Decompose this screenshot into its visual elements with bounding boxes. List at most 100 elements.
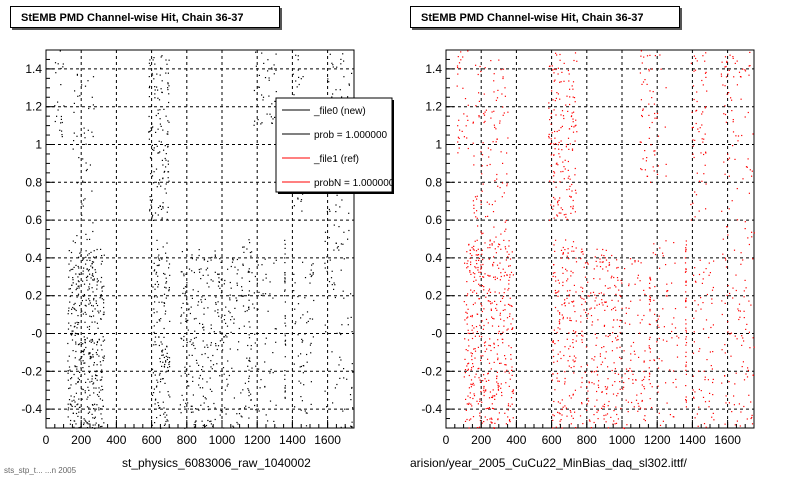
data-point [324, 324, 326, 326]
data-point [192, 289, 194, 291]
data-point [732, 56, 734, 58]
data-point [574, 189, 577, 191]
data-point [556, 360, 558, 362]
data-point [248, 406, 250, 409]
data-point [96, 364, 98, 366]
data-point [257, 119, 259, 121]
data-point [284, 343, 286, 345]
data-point [685, 351, 687, 353]
data-point [284, 257, 286, 259]
data-point [672, 382, 674, 384]
data-point [700, 390, 702, 392]
data-point [151, 72, 153, 75]
data-point [352, 371, 354, 373]
data-point [255, 65, 257, 67]
data-point [160, 318, 162, 320]
data-point [284, 280, 286, 282]
data-point [338, 226, 340, 228]
data-point [748, 74, 750, 76]
data-point [591, 371, 593, 373]
data-point [274, 116, 276, 118]
data-point [464, 338, 466, 340]
data-point [459, 67, 461, 70]
data-point [267, 70, 269, 72]
data-point [487, 373, 489, 375]
data-point [240, 392, 242, 394]
data-point [619, 346, 621, 348]
data-point [558, 153, 560, 155]
data-point [630, 353, 632, 355]
data-point [560, 212, 562, 214]
data-point [488, 156, 490, 158]
data-point [203, 329, 205, 331]
data-point [202, 395, 204, 397]
data-point [86, 238, 88, 241]
data-point [91, 375, 93, 377]
chart-title-left: StEMB PMD Channel-wise Hit, Chain 36-37 [10, 6, 280, 28]
data-point [148, 115, 150, 118]
data-point [685, 344, 687, 346]
data-point [587, 281, 589, 283]
data-point [159, 361, 161, 363]
data-point [229, 297, 231, 299]
data-point [103, 306, 105, 309]
data-point [340, 58, 342, 60]
data-point [710, 326, 712, 329]
data-point [473, 327, 475, 329]
data-point [735, 289, 737, 292]
data-point [480, 271, 482, 273]
data-point [503, 192, 505, 194]
data-point [191, 405, 193, 407]
y-tick-label: -0 [431, 327, 442, 341]
data-point [102, 389, 104, 391]
data-point [154, 341, 156, 343]
data-point [619, 319, 621, 321]
data-point [260, 123, 262, 125]
data-point [555, 143, 557, 145]
data-point [297, 59, 299, 61]
data-point [576, 60, 578, 62]
data-point [258, 86, 260, 88]
data-point [60, 67, 62, 70]
data-point [203, 307, 205, 309]
data-point [74, 401, 76, 403]
data-point [151, 368, 154, 370]
data-point [100, 426, 102, 428]
legend-label: _file0 (new) [313, 106, 366, 117]
data-point [461, 130, 463, 132]
data-point [85, 162, 87, 164]
data-point [82, 270, 84, 272]
data-point [103, 285, 105, 287]
data-point [569, 96, 571, 98]
data-point [554, 137, 556, 139]
data-point [473, 395, 476, 397]
data-point [219, 340, 221, 342]
data-point [729, 54, 731, 56]
data-point [324, 262, 326, 264]
data-point [187, 385, 189, 387]
data-point [653, 243, 655, 245]
data-point [632, 382, 634, 384]
data-point [576, 131, 578, 133]
data-point [597, 384, 599, 386]
data-point [694, 139, 696, 141]
data-point [575, 257, 577, 259]
data-point [265, 337, 267, 339]
data-point [641, 83, 643, 85]
data-point [80, 133, 82, 136]
data-point [625, 307, 627, 309]
data-point [500, 318, 502, 320]
data-point [166, 133, 168, 135]
data-point [612, 393, 615, 395]
data-point [302, 76, 304, 78]
data-point [199, 387, 201, 389]
data-point [100, 379, 103, 381]
data-point [605, 351, 607, 353]
data-point [484, 67, 486, 69]
data-point [483, 374, 485, 376]
data-point [254, 275, 256, 278]
data-point [594, 356, 596, 358]
data-point [507, 289, 509, 291]
data-point [637, 277, 639, 279]
data-point [188, 268, 191, 270]
